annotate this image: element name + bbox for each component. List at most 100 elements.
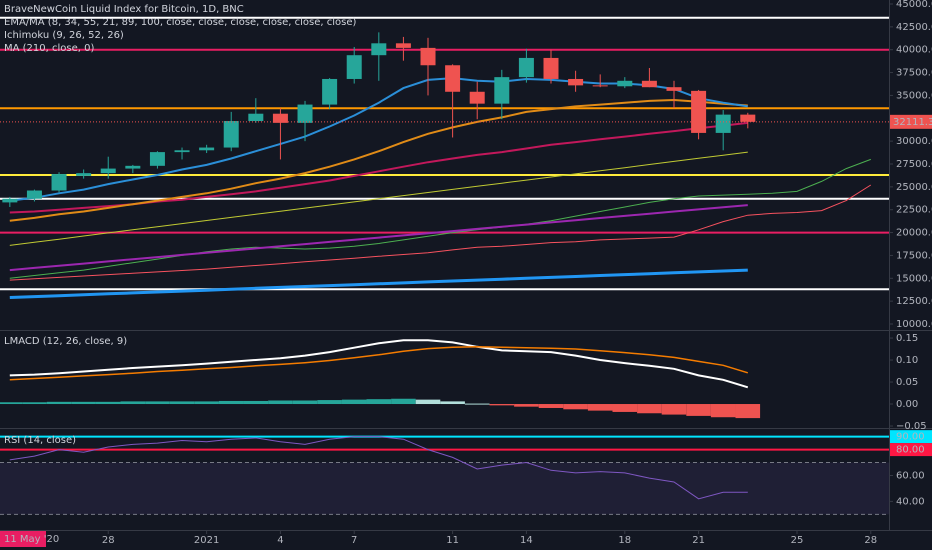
rsi-title: RSI (14, close) [4, 435, 76, 446]
candle-body [322, 78, 338, 105]
histogram-bar [587, 404, 613, 411]
y-tick-label: 10000.00 [896, 319, 932, 330]
candle-body [297, 104, 313, 123]
indicator-line [9, 151, 748, 246]
indicator-line [9, 436, 748, 500]
rsi-band [0, 462, 889, 515]
histogram-bar [464, 403, 490, 405]
candle-body [420, 47, 436, 66]
y-tick-label: 27500.00 [896, 159, 932, 170]
level-label-box [890, 443, 932, 457]
y-tick-label: 0.00 [896, 399, 918, 410]
indicator-legend: EMA/MA (8, 34, 55, 21, 89, 100, close, c… [4, 17, 357, 28]
histogram-bar [145, 401, 170, 405]
histogram-bar [218, 400, 244, 405]
mark-layer [0, 16, 889, 515]
histogram-bar [637, 404, 662, 414]
indicator-line [9, 204, 748, 272]
candle-body [617, 80, 633, 87]
histogram-bar [317, 400, 342, 405]
candle-body [2, 198, 18, 203]
histogram-bar [563, 404, 588, 410]
x-tick-label: 28 [102, 535, 115, 546]
candle-body [543, 57, 559, 79]
indicator-line [9, 268, 748, 299]
indicator-line [9, 339, 749, 389]
x-tick-label: 4 [277, 535, 283, 546]
candle-body [199, 147, 215, 151]
histogram-bar [22, 402, 47, 405]
histogram-bar [243, 400, 269, 405]
y-tick-label: 25000.00 [896, 182, 932, 193]
y-tick-label: 30000.00 [896, 136, 932, 147]
y-tick-label: 37500.00 [896, 68, 932, 79]
x-tick-label: 14 [520, 535, 533, 546]
candle-body [395, 43, 411, 48]
y-tick-label: 90.00 [896, 432, 925, 443]
y-tick-label: 22500.00 [896, 205, 932, 216]
histogram-bar [366, 399, 392, 405]
y-tick-label: 40.00 [896, 496, 925, 507]
histogram-bar [341, 399, 367, 405]
y-tick-label: 0.15 [896, 333, 918, 344]
candle-body [445, 65, 461, 92]
candle-body [26, 190, 42, 199]
y-tick-label: 0.05 [896, 377, 918, 388]
candle-body [272, 113, 288, 123]
candle-body [568, 78, 584, 86]
candle-body [494, 77, 510, 104]
histogram-bar [71, 401, 96, 405]
x-tick-label: 25 [791, 535, 804, 546]
histogram-bar [169, 401, 195, 405]
candle-body [691, 90, 707, 133]
candle-body [174, 150, 190, 153]
y-tick-label: 15000.00 [896, 273, 932, 284]
candle-body [346, 55, 362, 79]
y-tick-label: 12500.00 [896, 296, 932, 307]
candle-body [666, 87, 682, 91]
histogram-bar [538, 404, 564, 408]
candle-body [51, 174, 67, 191]
candle-body [592, 85, 608, 87]
candle-body [248, 113, 264, 122]
macd-title: LMACD (12, 26, close, 9) [4, 336, 127, 347]
histogram-bar [268, 400, 293, 405]
histogram-bar [95, 401, 121, 405]
candle-body [76, 173, 92, 176]
histogram-bar [391, 398, 416, 405]
indicator-line [9, 346, 749, 381]
histogram-bar [415, 399, 441, 405]
candle-body [740, 114, 756, 122]
candle-body [125, 165, 141, 169]
candle-body [223, 121, 239, 148]
y-tick-label: 80.00 [896, 445, 925, 456]
y-tick-label: 45000.00 [896, 0, 932, 10]
histogram-bar [686, 404, 711, 416]
histogram-bar [489, 404, 515, 406]
candle-body [641, 80, 657, 88]
indicator-legend: Ichimoku (9, 26, 52, 26) [4, 30, 124, 41]
histogram-bar [292, 400, 318, 405]
last-price-box [890, 114, 932, 129]
candle-body [469, 91, 485, 104]
y-tick-label: 0.10 [896, 355, 918, 366]
x-tick-label: 7 [351, 535, 357, 546]
histogram-bar [661, 404, 687, 415]
candle-body [715, 114, 731, 133]
x-tick-label: 2021 [194, 535, 219, 546]
y-tick-label: −0.05 [896, 421, 927, 432]
histogram-bar [194, 401, 219, 405]
y-tick-label: 42500.00 [896, 22, 932, 33]
y-tick-label: 40000.00 [896, 45, 932, 56]
histogram-bar [735, 404, 761, 419]
indicator-line [9, 184, 872, 281]
x-tick-label: 18 [618, 535, 631, 546]
indicator-line [9, 98, 748, 222]
y-tick-label: 60.00 [896, 470, 925, 481]
histogram-bar [0, 402, 23, 405]
x-tick-label: 28 [864, 535, 877, 546]
x-tick-label: 11 [446, 535, 459, 546]
histogram-bar [46, 401, 72, 405]
